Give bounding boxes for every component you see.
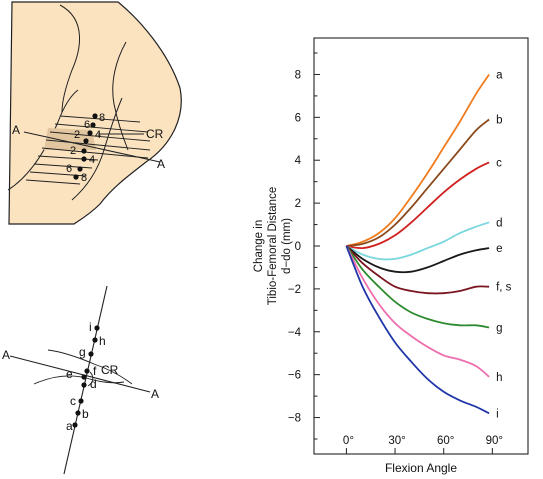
y-tick-label: −2 (288, 284, 301, 296)
series-label-c: c (496, 157, 502, 169)
series-line-h (345, 245, 490, 378)
x-tick-label: 90° (486, 435, 503, 447)
pd-point-c: c (70, 394, 76, 408)
series-line-b (346, 118, 490, 247)
pd-dots (72, 325, 100, 428)
y-tick-label: 2 (295, 198, 301, 210)
knee-number-4-top: 4 (95, 129, 101, 141)
pd-point-d: d (90, 377, 97, 391)
pd-point-h: h (99, 334, 106, 348)
pd-a-right-label: A (151, 387, 159, 401)
series-labels: a b c d e f, s g h i (496, 69, 512, 420)
series-line-f-s (345, 245, 490, 295)
chart: 8 6 4 2 0 −2 −4 −6 −8 0° 30° 60° 90° a b c d e f, s g h i F… (253, 37, 529, 475)
notch-contour-left (59, 4, 80, 113)
pd-arc-lower (33, 375, 125, 385)
series-label-g: g (496, 322, 502, 334)
y-axis-label-line-3: d−do (mm) (281, 218, 293, 274)
y-ticks: 8 6 4 2 0 −2 −4 −6 −8 (288, 52, 320, 440)
pd-point-f: f (93, 364, 97, 378)
pd-hook (87, 371, 94, 387)
y-tick-label: 4 (295, 155, 302, 167)
series-label-f-s: f, s (496, 282, 512, 294)
series-label-i: i (496, 408, 499, 420)
condyle-arc-left (7, 89, 79, 191)
pd-point-g: g (79, 345, 86, 359)
x-tick-label: 60° (437, 435, 454, 447)
y-axis-label: Change in Tibio-Femoral Distance d−do (m… (253, 187, 293, 305)
y-axis-label-line-1: Change in (253, 220, 265, 272)
series-line-a (346, 73, 490, 247)
series-line-e (345, 245, 490, 274)
knee-number-2-bottom: 2 (70, 145, 76, 157)
knee-number-4-bottom: 4 (89, 154, 95, 166)
x-tick-label: 0° (343, 435, 354, 447)
series-line-i (345, 245, 490, 415)
knee-number-6-top: 6 (84, 119, 90, 131)
knee-diagram: A A CR 8 6 4 2 2 4 6 8 (7, 1, 182, 225)
series-line-g (345, 245, 490, 329)
knee-number-8-bottom: 8 (81, 172, 87, 184)
pd-point-i: i (89, 320, 92, 334)
pd-point-e: e (66, 367, 73, 381)
series-label-d: d (496, 217, 502, 229)
knee-cr-label: CR (146, 127, 164, 141)
point-diagram: A A i h g f CR e d c b a (2, 285, 159, 475)
series-label-b: b (496, 114, 502, 126)
main-axis-line (63, 285, 108, 475)
y-tick-label: 6 (295, 112, 301, 124)
series-label-h: h (496, 372, 502, 384)
pd-a-left-label: A (2, 348, 10, 362)
series-lines (345, 73, 490, 415)
knee-number-6-bottom: 6 (66, 163, 72, 175)
femur-condyle-shape (8, 1, 182, 225)
knee-number-2-top: 2 (74, 129, 80, 141)
series-label-e: e (496, 243, 502, 255)
y-tick-label: −6 (288, 370, 301, 382)
y-tick-label: −4 (288, 327, 302, 339)
knee-a-right-label: A (157, 157, 165, 171)
knee-dots (73, 113, 98, 180)
x-ticks: 0° 30° 60° 90° (343, 435, 503, 454)
knee-a-left-label: A (12, 123, 20, 137)
pd-point-b: b (82, 407, 89, 421)
series-line-c (346, 161, 490, 250)
aa-line (23, 131, 161, 163)
pd-cr-label: CR (101, 363, 119, 377)
x-axis-label: Flexion Angle (385, 461, 457, 475)
pd-point-a: a (66, 419, 73, 433)
y-tick-label: 0 (295, 241, 301, 253)
y-axis-label-line-2: Tibio-Femoral Distance (267, 187, 279, 305)
series-line-d (345, 221, 490, 261)
y-tick-label: 8 (295, 69, 301, 81)
knee-number-8-top: 8 (99, 112, 105, 124)
y-tick-label: −8 (288, 413, 301, 425)
pd-arc-upper (47, 349, 133, 385)
x-tick-label: 30° (388, 435, 405, 447)
series-label-a: a (496, 69, 503, 81)
pd-aa-line (9, 355, 151, 393)
